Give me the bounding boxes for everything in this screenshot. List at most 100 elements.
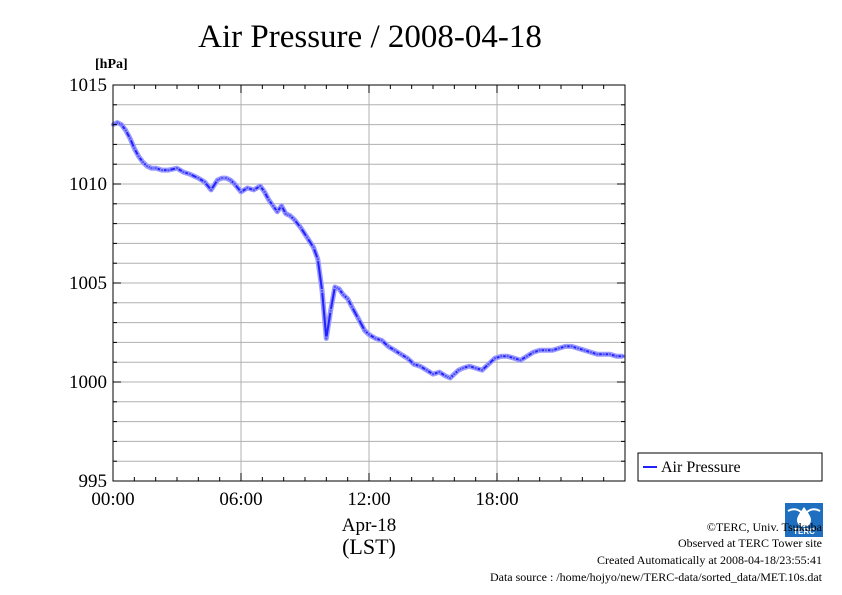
data-point — [437, 370, 442, 375]
data-point — [386, 344, 391, 349]
svg-text:TERC: TERC — [793, 527, 815, 536]
data-point — [251, 187, 256, 192]
data-point — [275, 209, 280, 214]
data-point — [115, 120, 120, 125]
data-point — [345, 296, 350, 301]
data-point — [460, 366, 465, 371]
data-point — [418, 364, 423, 369]
x-axis-tz-label: (LST) — [342, 534, 396, 559]
data-point — [492, 356, 497, 361]
data-point — [595, 352, 600, 357]
data-point — [224, 176, 229, 181]
data-point — [209, 187, 214, 192]
y-tick-label: 1015 — [69, 75, 107, 96]
series-halo — [111, 120, 623, 381]
data-point — [499, 354, 504, 359]
data-point — [556, 346, 561, 351]
data-point — [448, 376, 453, 381]
data-point — [349, 304, 354, 309]
data-point — [315, 257, 320, 262]
data-point — [140, 160, 145, 165]
y-tick-label: 1010 — [69, 174, 107, 195]
data-point — [181, 170, 186, 175]
y-axis: 995 1000 1005 1010 1015 — [69, 75, 625, 492]
data-point — [337, 286, 342, 291]
data-point — [153, 166, 158, 171]
data-point — [123, 128, 128, 133]
data-point — [245, 185, 250, 190]
data-point — [202, 180, 207, 185]
data-point — [467, 364, 472, 369]
data-point — [563, 344, 568, 349]
data-point — [473, 366, 478, 371]
data-point — [215, 178, 220, 183]
data-point — [270, 203, 275, 208]
chart-title: Air Pressure / 2008-04-18 — [198, 19, 542, 55]
grid-lines — [113, 85, 625, 481]
data-point — [576, 346, 581, 351]
data-point — [405, 356, 410, 361]
data-point — [279, 203, 284, 208]
y-tick-label: 995 — [79, 471, 108, 492]
data-point — [424, 368, 429, 373]
data-point — [119, 122, 124, 127]
data-point — [452, 372, 457, 377]
data-point — [283, 211, 288, 216]
data-point — [128, 136, 133, 141]
y-unit-label: [hPa] — [95, 57, 128, 72]
data-point — [398, 352, 403, 357]
y-tick-label: 1000 — [69, 372, 107, 393]
data-point — [392, 348, 397, 353]
data-point — [187, 172, 192, 177]
data-point — [356, 316, 361, 321]
x-tick-label: 06:00 — [219, 489, 262, 510]
data-point — [298, 225, 303, 230]
data-point — [601, 352, 606, 357]
legend-box — [637, 452, 823, 482]
data-point — [288, 213, 293, 218]
data-point — [443, 374, 448, 379]
data-point — [366, 332, 371, 337]
footer-observed: Observed at TERC Tower site — [677, 536, 822, 550]
legend-label: Air Pressure — [661, 459, 741, 476]
data-point — [341, 292, 346, 297]
data-point — [544, 348, 549, 353]
data-point — [328, 308, 333, 313]
data-point — [160, 168, 165, 173]
x-tick-label: 00:00 — [91, 489, 134, 510]
data-point — [537, 348, 542, 353]
data-point — [608, 352, 613, 357]
data-point — [196, 176, 201, 181]
data-point — [258, 183, 263, 188]
legend: Air Pressure — [637, 452, 823, 482]
x-axis-date-label: Apr-18 — [342, 515, 397, 536]
data-point — [292, 217, 297, 222]
data-point — [379, 338, 384, 343]
data-point — [149, 166, 154, 171]
data-point — [232, 181, 237, 186]
data-point — [620, 354, 625, 359]
data-point — [305, 235, 310, 240]
data-point — [524, 354, 529, 359]
data-point — [132, 146, 137, 151]
data-point — [614, 354, 619, 359]
data-point — [550, 348, 555, 353]
data-point — [531, 350, 536, 355]
data-point — [332, 284, 337, 289]
data-point — [505, 354, 510, 359]
data-point — [145, 164, 150, 169]
data-point — [262, 189, 267, 194]
data-point — [136, 154, 141, 159]
data-point — [430, 372, 435, 377]
footer-created: Created Automatically at 2008-04-18/23:5… — [597, 553, 822, 567]
data-point — [582, 348, 587, 353]
footer-copyright: ©TERC, Univ. Tsukuba — [706, 520, 822, 534]
data-point — [411, 362, 416, 367]
data-point — [362, 328, 367, 333]
y-tick-label: 1005 — [69, 273, 107, 294]
data-point — [588, 350, 593, 355]
data-point — [512, 356, 517, 361]
footer-source: Data source : /home/hojyo/new/TERC-data/… — [489, 570, 822, 584]
data-point — [166, 168, 171, 173]
